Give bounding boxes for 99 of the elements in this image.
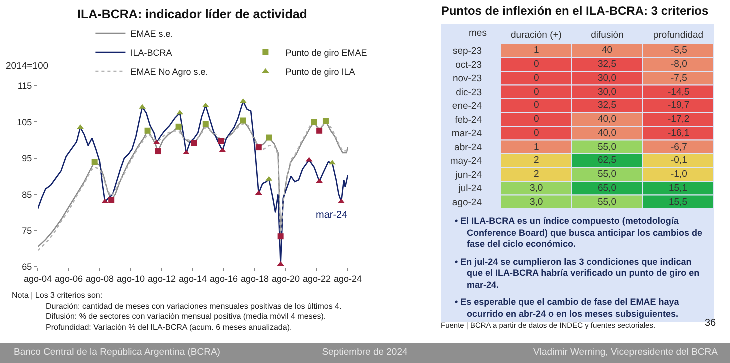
- y-tick-label: 65: [22, 262, 32, 272]
- data-label: 1: [534, 142, 540, 153]
- x-tick-label: ago-06: [54, 274, 83, 284]
- y-tick-label: dic-23: [456, 87, 482, 98]
- legend-label: ILA-BCRA: [130, 48, 172, 58]
- data-label: 30,0: [598, 87, 616, 98]
- text: • El ILA-BCRA es un índice compuesto (metodología Conference Board) que busca anticipar los cambios de fase del ciclo económico.: [455, 216, 704, 250]
- text: Banco Central de la República Argentina (BCRA): [14, 347, 220, 358]
- y-axis-title: mes: [469, 28, 488, 39]
- y-tick-label: 75: [22, 226, 32, 236]
- y-tick-label: 85: [22, 190, 32, 200]
- y-tick-label: mar-24: [452, 128, 482, 140]
- data-label: 15,5: [669, 197, 688, 208]
- y-tick-label: jul-24: [458, 184, 482, 195]
- x-tick-label: difusión: [591, 30, 624, 42]
- annotation: mar-24: [316, 210, 348, 221]
- legend-label: Punto de giro EMAE: [286, 48, 368, 58]
- data-label: 40,0: [598, 114, 616, 125]
- data-label: 0: [534, 128, 540, 139]
- x-tick-label: ago-14: [178, 274, 207, 284]
- point: [322, 118, 329, 124]
- x-tick-label: ago-22: [302, 274, 331, 284]
- text: 36: [705, 318, 716, 329]
- data-label: -14,5: [668, 87, 690, 98]
- data-label: 0: [534, 73, 540, 84]
- point: [240, 118, 246, 124]
- data-label: 32,5: [598, 59, 616, 70]
- legend-label: Punto de giro ILA: [286, 67, 356, 78]
- point: [338, 198, 345, 204]
- data-label: 40,0: [598, 128, 616, 139]
- legend-label: EMAE s.e.: [130, 29, 174, 40]
- data-label: 2: [534, 155, 540, 166]
- y-tick-label: abr-24: [454, 142, 482, 154]
- chart-title: Puntos de inflexión en el ILA-BCRA: 3 criterios: [440, 4, 710, 18]
- x-tick-label: duración (+): [511, 30, 562, 42]
- text: Nota | Los 3 criterios son:: [12, 291, 104, 302]
- y-tick-label: oct-23: [456, 60, 482, 71]
- point: [92, 159, 98, 166]
- data-label: 0: [534, 59, 540, 70]
- point: [176, 124, 182, 130]
- text: • En jul-24 se cumplieron las 3 condiciones que indican que el ILA-BCRA habría verificado un punto de giro en mar-24.: [455, 256, 701, 291]
- data-label: 62,5: [598, 155, 616, 166]
- y-tick-label: ene-24: [452, 101, 482, 112]
- point: [144, 128, 151, 134]
- point: [202, 121, 209, 128]
- y-tick-label: 115: [18, 81, 32, 92]
- data-label: 30,0: [598, 73, 616, 84]
- y-tick-label: sep-23: [452, 46, 482, 58]
- data-label: 0: [534, 87, 540, 98]
- data-label: -5,5: [671, 45, 688, 56]
- data-label: -1,0: [671, 169, 688, 180]
- data-label: -8,0: [671, 59, 688, 70]
- data-label: -7,5: [671, 73, 688, 84]
- data-label: 2: [534, 169, 540, 180]
- text: • Es esperable que el cambio de fase del EMAE haya ocurrido en abr-24 o en los meses subsiguientes.: [455, 297, 680, 318]
- y-tick-label: ago-24: [452, 197, 482, 208]
- data-label: 65,0: [598, 183, 616, 194]
- data-label: -16,1: [668, 128, 690, 139]
- y-tick-label: 95: [22, 154, 32, 164]
- data-label: 3,0: [530, 183, 544, 194]
- data-label: 1: [534, 45, 540, 56]
- data-label: 0: [534, 100, 540, 111]
- data-label: 15,1: [669, 183, 688, 194]
- x-tick-label: ago-18: [240, 274, 269, 284]
- x-tick-label: ago-10: [116, 274, 145, 284]
- text: Vladimir Werning, Vicepresidente del BCRA: [534, 347, 718, 358]
- data-label: -19,7: [668, 100, 690, 111]
- point: [266, 134, 272, 141]
- text: Septiembre de 2024: [322, 347, 408, 358]
- point: [183, 150, 190, 154]
- x-tick-label: ago-24: [334, 274, 362, 284]
- y-tick-label: jun-24: [454, 170, 482, 181]
- x-tick-label: ago-12: [148, 274, 176, 284]
- text: Profundidad: Variación % del ILA-BCRA (acum. 6 meses anualizada).: [45, 322, 294, 333]
- y-tick-label: 105: [17, 117, 32, 128]
- data-label: -6,7: [671, 142, 688, 153]
- y-tick-label: feb-24: [455, 114, 482, 126]
- y-tick-label: may-24: [450, 156, 482, 168]
- data-label: 55,0: [598, 197, 616, 208]
- y-axis-title: 2014=100: [6, 61, 49, 72]
- data-label: 3,0: [530, 197, 544, 208]
- text: Difusión: % de sectores con variación mensual positiva (media móvil 4 meses).: [45, 312, 328, 322]
- data-label: 55,0: [598, 142, 616, 153]
- chart-title: ILA-BCRA: indicador líder de actividad: [78, 8, 308, 22]
- data-label: 40: [602, 45, 613, 56]
- x-tick-label: ago-16: [210, 274, 238, 284]
- text: Duración: cantidad de meses con variaciones mensuales positivas de los últimos 4.: [45, 302, 342, 312]
- x-tick-label: profundidad: [653, 30, 704, 42]
- data-label: 32,5: [598, 100, 616, 111]
- legend-label: EMAE No Agro s.e.: [130, 67, 208, 78]
- x-tick-label: ago-20: [272, 274, 300, 284]
- point: [311, 119, 318, 126]
- x-tick-label: ago-04: [24, 274, 52, 284]
- data-label: 0: [534, 114, 540, 125]
- y-tick-label: nov-23: [452, 74, 482, 85]
- x-tick-label: ago-08: [86, 274, 114, 284]
- data-label: 55,0: [598, 169, 616, 180]
- data-label: -17,2: [668, 114, 690, 125]
- data-label: -0,1: [671, 155, 688, 166]
